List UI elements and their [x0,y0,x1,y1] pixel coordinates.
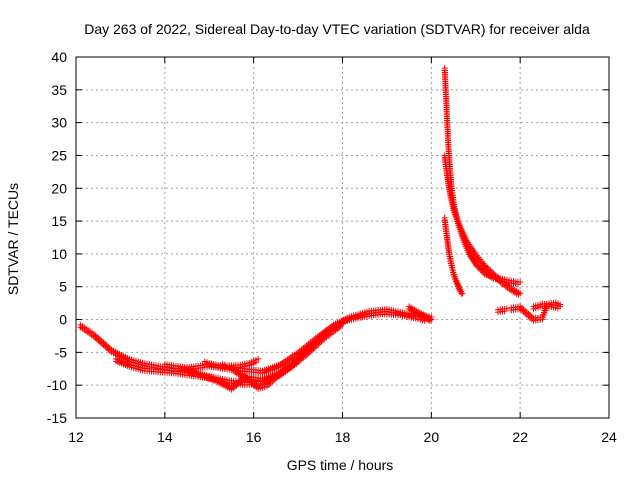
x-tick-label: 16 [246,429,262,445]
y-tick-label: -10 [47,377,67,393]
y-tick-label: -15 [47,410,67,426]
x-tick-label: 24 [601,429,617,445]
data-point-spike-lower [459,290,466,297]
y-tick-label: 40 [51,49,67,65]
data-point-track-e [252,359,259,366]
data-point-track-f [426,317,433,324]
data-point-track-d [337,323,344,330]
chart-title: Day 263 of 2022, Sidereal Day-to-day VTE… [84,21,590,37]
data-point-spike-lower [458,290,465,297]
x-tick-label: 12 [68,429,84,445]
data-point-spike-secondary [517,290,524,297]
x-tick-label: 22 [512,429,528,445]
y-axis-label: SDTVAR / TECUs [5,183,21,295]
y-tick-label: 20 [51,180,67,196]
data-point-track-f [428,316,435,323]
y-tick-label: 0 [59,312,67,328]
x-tick-label: 20 [424,429,440,445]
data-point-track-e [255,355,262,362]
y-tick-label: -5 [55,344,68,360]
y-axis-ticks: -15 -10 -5 0 5 10 15 20 25 30 35 40 [47,49,609,426]
x-tick-label: 14 [157,429,173,445]
x-axis-ticks: 12 14 16 18 20 22 24 [68,57,617,445]
data-point-spike-main [517,279,524,286]
data-point-track-d [339,319,346,326]
y-tick-label: 15 [51,213,67,229]
x-tick-label: 18 [335,429,351,445]
x-axis-label: GPS time / hours [287,457,394,473]
data-marks [77,65,564,393]
y-tick-label: 10 [51,246,67,262]
y-tick-label: 5 [59,279,67,295]
data-point-late-mid [503,305,510,312]
y-tick-label: 25 [51,147,67,163]
y-tick-label: 30 [51,115,67,131]
y-tick-label: 35 [51,82,67,98]
data-point-late-end [557,303,564,310]
